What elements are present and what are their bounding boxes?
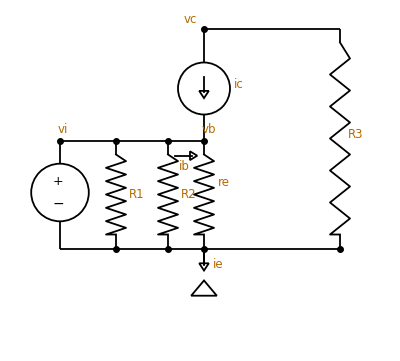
Text: R1: R1 [129,188,144,201]
Text: R3: R3 [348,128,364,141]
Text: re: re [218,176,230,189]
Text: ic: ic [234,78,244,91]
Text: ie: ie [213,258,224,271]
Text: vi: vi [58,123,68,136]
Text: vb: vb [202,123,216,136]
Text: R2: R2 [181,188,196,201]
Text: ib: ib [179,161,190,174]
Text: −: − [52,197,64,211]
Text: vc: vc [184,13,197,26]
Text: +: + [53,175,63,188]
